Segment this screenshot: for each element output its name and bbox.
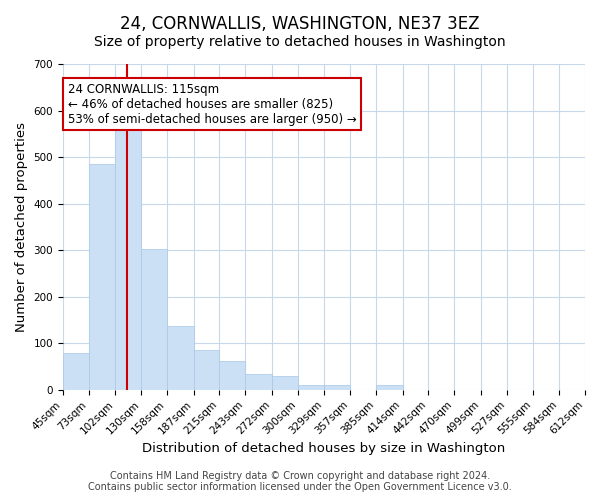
Bar: [245, 374, 272, 390]
X-axis label: Distribution of detached houses by size in Washington: Distribution of detached houses by size …: [142, 442, 506, 455]
Text: 24, CORNWALLIS, WASHINGTON, NE37 3EZ: 24, CORNWALLIS, WASHINGTON, NE37 3EZ: [120, 15, 480, 33]
Bar: [141, 249, 167, 390]
Bar: [272, 376, 298, 390]
Bar: [167, 326, 194, 390]
Bar: [325, 385, 350, 390]
Bar: [115, 127, 141, 390]
Bar: [63, 352, 89, 390]
Text: 24 CORNWALLIS: 115sqm
← 46% of detached houses are smaller (825)
53% of semi-det: 24 CORNWALLIS: 115sqm ← 46% of detached …: [68, 82, 356, 126]
Bar: [89, 164, 115, 390]
Y-axis label: Number of detached properties: Number of detached properties: [15, 122, 28, 332]
Bar: [194, 350, 220, 390]
Bar: [220, 360, 245, 390]
Text: Size of property relative to detached houses in Washington: Size of property relative to detached ho…: [94, 35, 506, 49]
Text: Contains HM Land Registry data © Crown copyright and database right 2024.
Contai: Contains HM Land Registry data © Crown c…: [88, 471, 512, 492]
Bar: [376, 385, 403, 390]
Bar: [298, 385, 325, 390]
